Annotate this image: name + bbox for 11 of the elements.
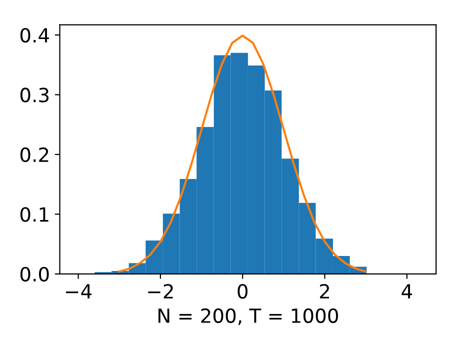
y-tick-label: 0.2 bbox=[20, 147, 48, 162]
x-tick-label: −4 bbox=[66, 284, 92, 298]
y-tick-label: 0.0 bbox=[20, 266, 49, 282]
x-tick-label: 4 bbox=[402, 284, 412, 298]
x-tick-label: 2 bbox=[320, 284, 329, 298]
x-tick-label: −2 bbox=[148, 284, 173, 298]
x-axis-title: N = 200, T = 1000 bbox=[158, 308, 338, 326]
y-tick-label: 0.1 bbox=[20, 207, 48, 222]
y-tick-label: 0.4 bbox=[20, 28, 49, 43]
x-tick-label: 0 bbox=[238, 284, 248, 299]
y-tick-label: 0.3 bbox=[20, 88, 49, 102]
